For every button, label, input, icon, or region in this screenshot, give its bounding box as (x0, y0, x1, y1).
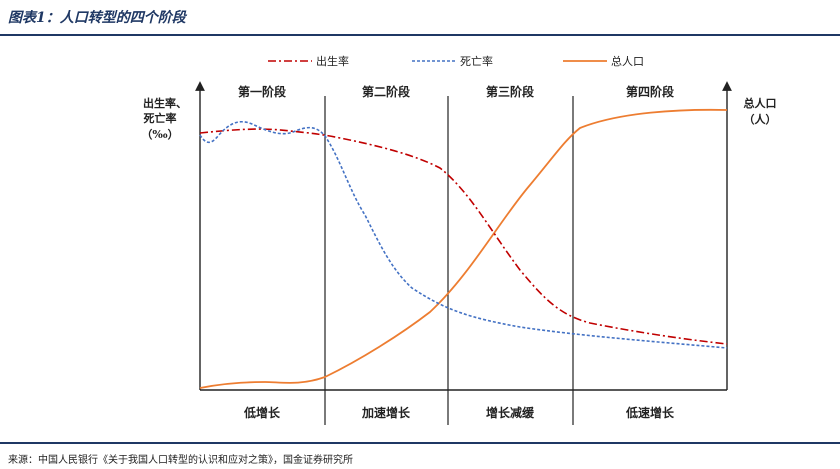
birth-rate-curve (199, 128, 728, 345)
legend-population-label: 总人口 (611, 54, 644, 68)
svg-text:总人口: 总人口 (744, 96, 777, 110)
legend-birth-label: 出生率 (316, 54, 349, 68)
svg-text:（人）: （人） (744, 112, 777, 126)
population-curve (199, 108, 728, 389)
stage-label-3: 第三阶段 (486, 84, 535, 99)
phase-label-3: 增长减缓 (486, 405, 535, 420)
top-rule (0, 34, 840, 36)
svg-text:出生率、: 出生率、 (143, 96, 187, 110)
svg-text:（‰）: （‰） (141, 128, 178, 141)
bottom-rule (0, 442, 840, 444)
phase-label-1: 低增长 (243, 405, 281, 420)
legend-death-label: 死亡率 (460, 54, 493, 68)
phase-label-2: 加速增长 (361, 405, 411, 420)
stage-label-2: 第二阶段 (362, 84, 411, 99)
death-rate-curve (199, 120, 728, 349)
figure-title: 图表1：人口转型的四个阶段 (8, 10, 186, 26)
svg-text:死亡率: 死亡率 (144, 111, 177, 125)
legend: 出生率 死亡率 总人口 (268, 54, 644, 68)
right-axis-label: 总人口 （人） (744, 96, 777, 126)
stage-label-4: 第四阶段 (626, 84, 675, 99)
left-axis-label: 出生率、 死亡率 （‰） (141, 96, 187, 141)
phase-label-4: 低速增长 (625, 405, 675, 420)
source-note: 来源：中国人民银行《关于我国人口转型的认识和应对之策》，国金证券研究所 (8, 455, 353, 466)
stage-label-1: 第一阶段 (238, 84, 287, 99)
